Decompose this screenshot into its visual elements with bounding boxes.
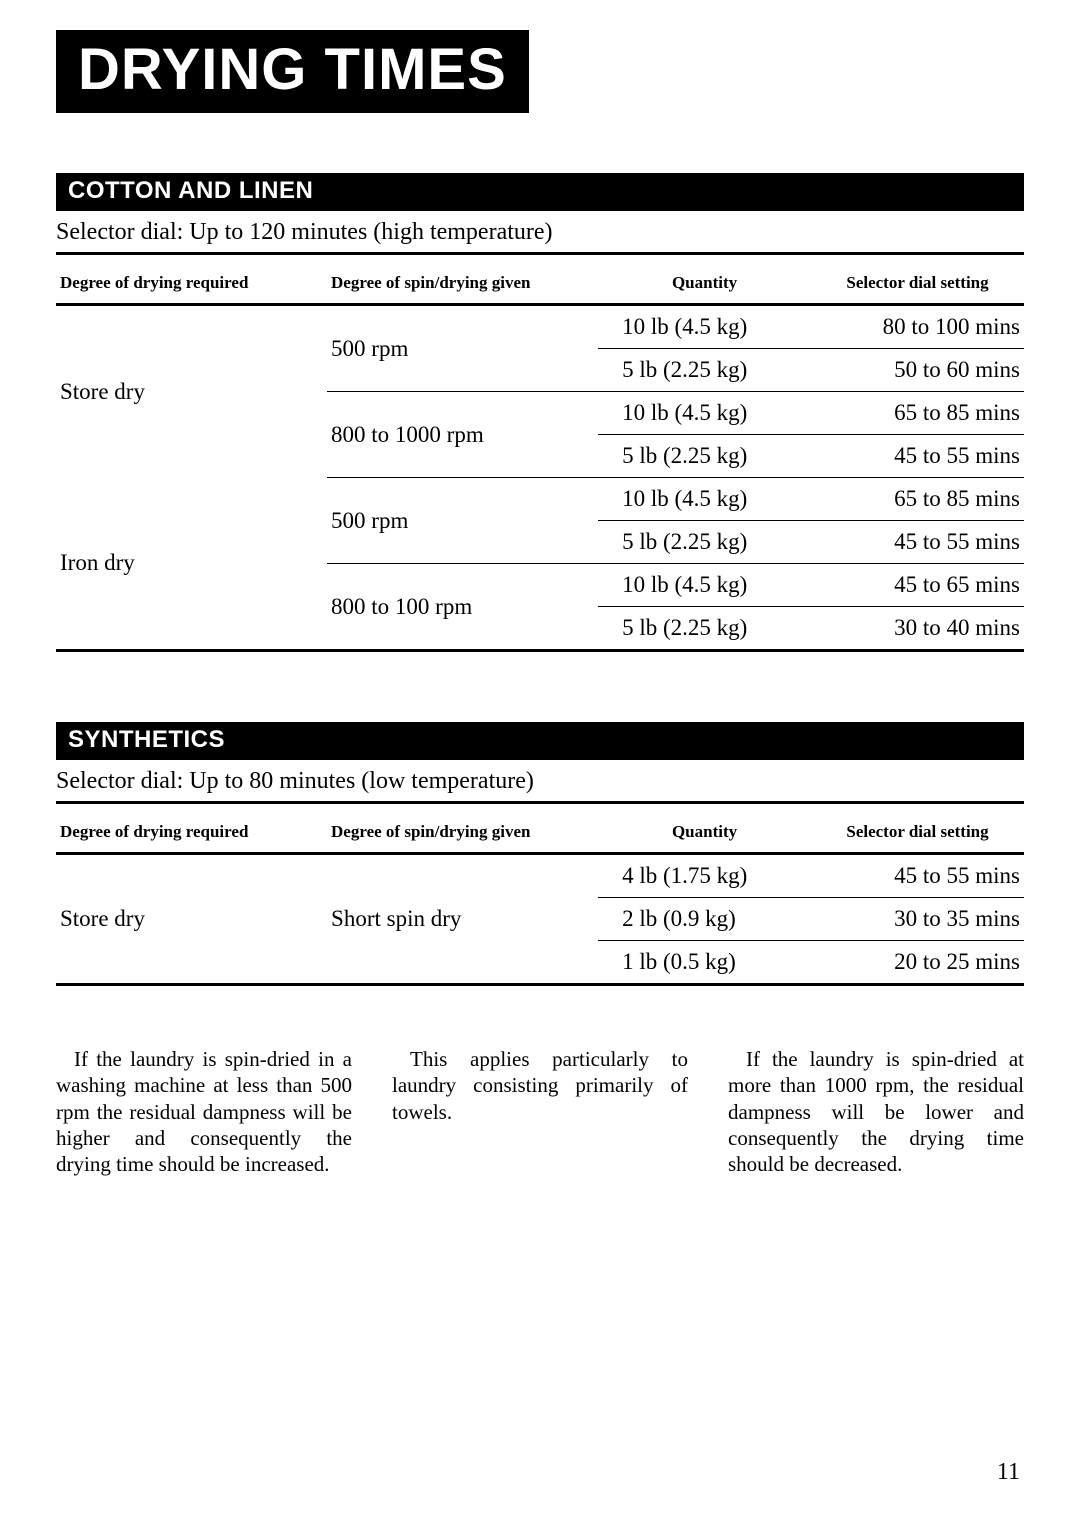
cell-spin: 800 to 100 rpm: [327, 564, 598, 651]
table-row: Store dry 500 rpm 10 lb (4.5 kg) 80 to 1…: [56, 305, 1024, 349]
table-row: Store dry Short spin dry 4 lb (1.75 kg) …: [56, 854, 1024, 898]
footnote-col-1: If the laundry is spin-dried in a washin…: [56, 1046, 352, 1177]
selector-note-synthetics: Selector dial: Up to 80 minutes (low tem…: [56, 768, 1024, 804]
cell-setting: 65 to 85 mins: [811, 392, 1024, 435]
section-heading-synthetics: SYNTHETICS: [56, 722, 1024, 760]
cell-setting: 30 to 40 mins: [811, 607, 1024, 651]
footnotes: If the laundry is spin-dried in a washin…: [56, 1046, 1024, 1177]
cell-setting: 45 to 55 mins: [811, 854, 1024, 898]
table-header-row: Degree of drying required Degree of spin…: [56, 814, 1024, 854]
cell-qty: 2 lb (0.9 kg): [598, 898, 811, 941]
col-drying: Degree of drying required: [56, 814, 327, 854]
cell-qty: 5 lb (2.25 kg): [598, 521, 811, 564]
cell-setting: 45 to 55 mins: [811, 521, 1024, 564]
cell-setting: 50 to 60 mins: [811, 349, 1024, 392]
col-setting: Selector dial setting: [811, 814, 1024, 854]
cell-qty: 10 lb (4.5 kg): [598, 392, 811, 435]
cell-drying: Store dry: [56, 854, 327, 985]
page-number: 11: [997, 1459, 1020, 1486]
cell-qty: 5 lb (2.25 kg): [598, 435, 811, 478]
col-drying: Degree of drying required: [56, 265, 327, 305]
section-heading-cotton: COTTON AND LINEN: [56, 173, 1024, 211]
table-row: Iron dry 500 rpm 10 lb (4.5 kg) 65 to 85…: [56, 478, 1024, 521]
cell-setting: 65 to 85 mins: [811, 478, 1024, 521]
footnote-text: If the laundry is spin-dried at more tha…: [728, 1046, 1024, 1177]
cell-qty: 10 lb (4.5 kg): [598, 564, 811, 607]
cell-qty: 10 lb (4.5 kg): [598, 305, 811, 349]
cell-spin: Short spin dry: [327, 854, 598, 985]
cell-spin: 500 rpm: [327, 478, 598, 564]
col-qty: Quantity: [598, 265, 811, 305]
table-header-row: Degree of drying required Degree of spin…: [56, 265, 1024, 305]
page-title: DRYING TIMES: [56, 30, 529, 113]
col-setting: Selector dial setting: [811, 265, 1024, 305]
cell-setting: 20 to 25 mins: [811, 941, 1024, 985]
table-cotton: Degree of drying required Degree of spin…: [56, 265, 1024, 652]
col-spin: Degree of spin/drying given: [327, 265, 598, 305]
col-spin: Degree of spin/drying given: [327, 814, 598, 854]
table-synthetics: Degree of drying required Degree of spin…: [56, 814, 1024, 986]
cell-qty: 5 lb (2.25 kg): [598, 349, 811, 392]
footnote-col-2: This applies particularly to laundry con…: [392, 1046, 688, 1177]
selector-note-cotton: Selector dial: Up to 120 minutes (high t…: [56, 219, 1024, 255]
cell-spin: 500 rpm: [327, 305, 598, 392]
footnote-text: If the laundry is spin-dried in a washin…: [56, 1046, 352, 1177]
cell-qty: 4 lb (1.75 kg): [598, 854, 811, 898]
footnote-col-3: If the laundry is spin-dried at more tha…: [728, 1046, 1024, 1177]
cell-qty: 5 lb (2.25 kg): [598, 607, 811, 651]
cell-setting: 45 to 65 mins: [811, 564, 1024, 607]
footnote-text: This applies particularly to laundry con…: [392, 1046, 688, 1125]
cell-setting: 80 to 100 mins: [811, 305, 1024, 349]
cell-drying: Iron dry: [56, 478, 327, 651]
cell-qty: 10 lb (4.5 kg): [598, 478, 811, 521]
cell-qty: 1 lb (0.5 kg): [598, 941, 811, 985]
cell-spin: 800 to 1000 rpm: [327, 392, 598, 478]
col-qty: Quantity: [598, 814, 811, 854]
cell-drying: Store dry: [56, 305, 327, 478]
cell-setting: 30 to 35 mins: [811, 898, 1024, 941]
cell-setting: 45 to 55 mins: [811, 435, 1024, 478]
